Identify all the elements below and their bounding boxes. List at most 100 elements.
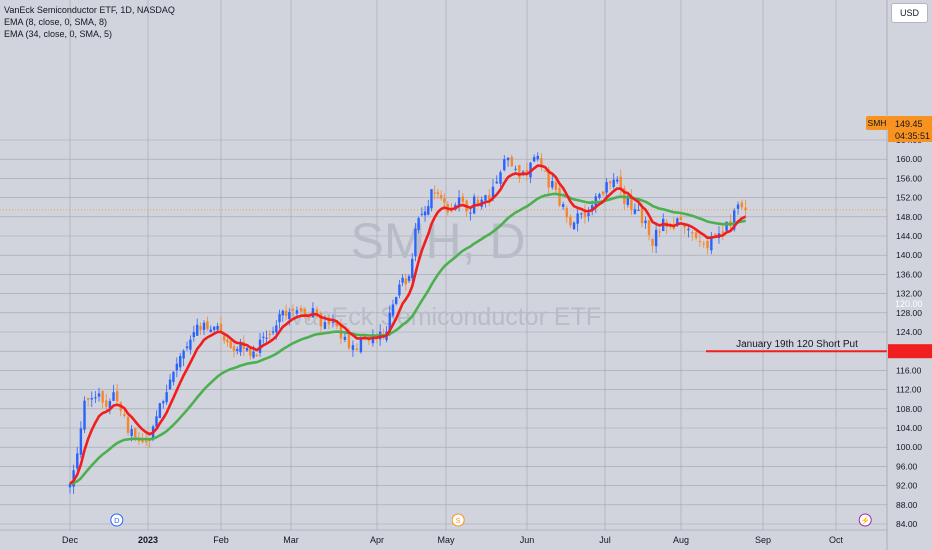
- candle-body: [219, 323, 223, 333]
- indicator-ema-8[interactable]: EMA (8, close, 0, SMA, 8): [4, 17, 108, 27]
- candle-body: [630, 196, 633, 210]
- candle-body: [232, 346, 236, 352]
- candle-body: [640, 207, 644, 224]
- candle-body: [587, 213, 590, 216]
- candle-body: [457, 197, 461, 206]
- candle-body: [450, 210, 453, 212]
- candle-body: [319, 313, 323, 327]
- x-tick-label: Oct: [829, 535, 844, 545]
- candle-body: [115, 391, 119, 402]
- price-tag-box: [888, 116, 932, 142]
- candle-body: [165, 392, 168, 403]
- symbol-title[interactable]: VanEck Semiconductor ETF, 1D, NASDAQ: [4, 5, 175, 15]
- candle-body: [189, 339, 192, 350]
- candle-body: [710, 236, 713, 251]
- candle-body: [101, 391, 104, 403]
- candle-body: [506, 157, 510, 161]
- candle-body: [199, 326, 202, 330]
- candle-body: [583, 210, 587, 218]
- y-tick-label: 92.00: [896, 481, 918, 491]
- x-axis: Dec 2023 Feb Mar Apr May Jun Jul Aug Sep Oct: [0, 529, 887, 545]
- candle-body: [185, 346, 189, 349]
- x-tick-label: May: [437, 535, 455, 545]
- candle-body: [407, 276, 411, 281]
- candle-body: [108, 401, 112, 409]
- candle-body: [394, 297, 398, 304]
- y-tick-label: 96.00: [896, 461, 918, 471]
- price-scale[interactable]: [887, 0, 932, 550]
- chart-background: [0, 0, 887, 550]
- marker-price-box: [888, 344, 932, 359]
- candle-body: [179, 356, 182, 368]
- candle-body: [536, 155, 539, 160]
- ema-34-line[interactable]: [69, 192, 746, 485]
- candle-body: [249, 348, 252, 356]
- candle-body: [605, 182, 608, 193]
- candle-body: [351, 345, 355, 351]
- candle-body: [404, 278, 408, 285]
- watermark-name: VanEck Semiconductor ETF: [289, 303, 601, 331]
- candle-body: [411, 258, 414, 279]
- candle-body: [561, 204, 565, 208]
- candle-body: [192, 332, 196, 338]
- candle-body: [590, 205, 594, 212]
- candle-body: [713, 234, 717, 236]
- dividend-icon-glyph: D: [114, 516, 120, 525]
- y-tick-label: 156.00: [896, 173, 922, 183]
- y-tick-label: 116.00: [896, 365, 922, 375]
- candle-body: [252, 351, 255, 358]
- earnings-icon-glyph: ⚡: [861, 516, 870, 525]
- x-tick-label: Aug: [673, 535, 689, 545]
- candle-body: [525, 169, 529, 175]
- candle-body: [454, 204, 457, 209]
- candle-body: [414, 228, 417, 257]
- candle-body: [439, 195, 443, 199]
- candle-body: [417, 218, 420, 231]
- candle-body: [598, 194, 601, 198]
- candle-body: [644, 220, 647, 224]
- candle-body: [97, 393, 101, 397]
- y-tick-label: 148.00: [896, 212, 922, 222]
- candle-body: [740, 202, 744, 208]
- candle-body: [335, 321, 339, 327]
- candle-body: [565, 207, 568, 218]
- marker-price-label: 120.00: [895, 299, 923, 309]
- candle-body: [612, 179, 615, 188]
- candle-body: [547, 169, 550, 188]
- earnings-icon[interactable]: ⚡: [858, 513, 872, 527]
- candle-body: [484, 195, 487, 201]
- dividend-icon[interactable]: D: [110, 513, 124, 527]
- candle-body: [532, 157, 536, 162]
- x-tick-label: 2023: [138, 535, 158, 545]
- x-tick-label: Mar: [283, 535, 299, 545]
- candle-body: [223, 335, 226, 341]
- split-icon[interactable]: S: [451, 513, 465, 527]
- y-tick-label: 112.00: [896, 385, 922, 395]
- split-icon-circle: [451, 513, 465, 527]
- candle-body: [175, 363, 179, 371]
- x-tick-label: Dec: [62, 535, 79, 545]
- y-tick-label: 160.00: [896, 154, 922, 164]
- candle-body: [172, 371, 175, 382]
- candle-body: [168, 379, 172, 390]
- price-tag-price: 149.45: [895, 119, 923, 129]
- chart-grid: [0, 0, 887, 530]
- candle-body: [733, 210, 736, 230]
- price-tag-symbol-box: [866, 116, 888, 130]
- candle-body: [130, 429, 133, 436]
- y-tick-label: 140.00: [896, 250, 922, 260]
- candle-body: [229, 341, 232, 348]
- candle-body: [540, 157, 543, 167]
- price-tag-countdown: 04:35:51: [895, 131, 930, 141]
- candle-body: [619, 176, 622, 190]
- candle-body: [196, 324, 199, 336]
- candle-body: [155, 416, 158, 427]
- candle-body: [687, 228, 690, 231]
- candle-body: [499, 172, 502, 184]
- indicator-ema-34[interactable]: EMA (34, close, 0, SMA, 5): [4, 29, 113, 39]
- watermark-ticker: SMH, D: [351, 213, 526, 269]
- ema-8-line[interactable]: [69, 164, 747, 485]
- candle-body: [698, 241, 702, 243]
- currency-button[interactable]: USD: [891, 3, 928, 23]
